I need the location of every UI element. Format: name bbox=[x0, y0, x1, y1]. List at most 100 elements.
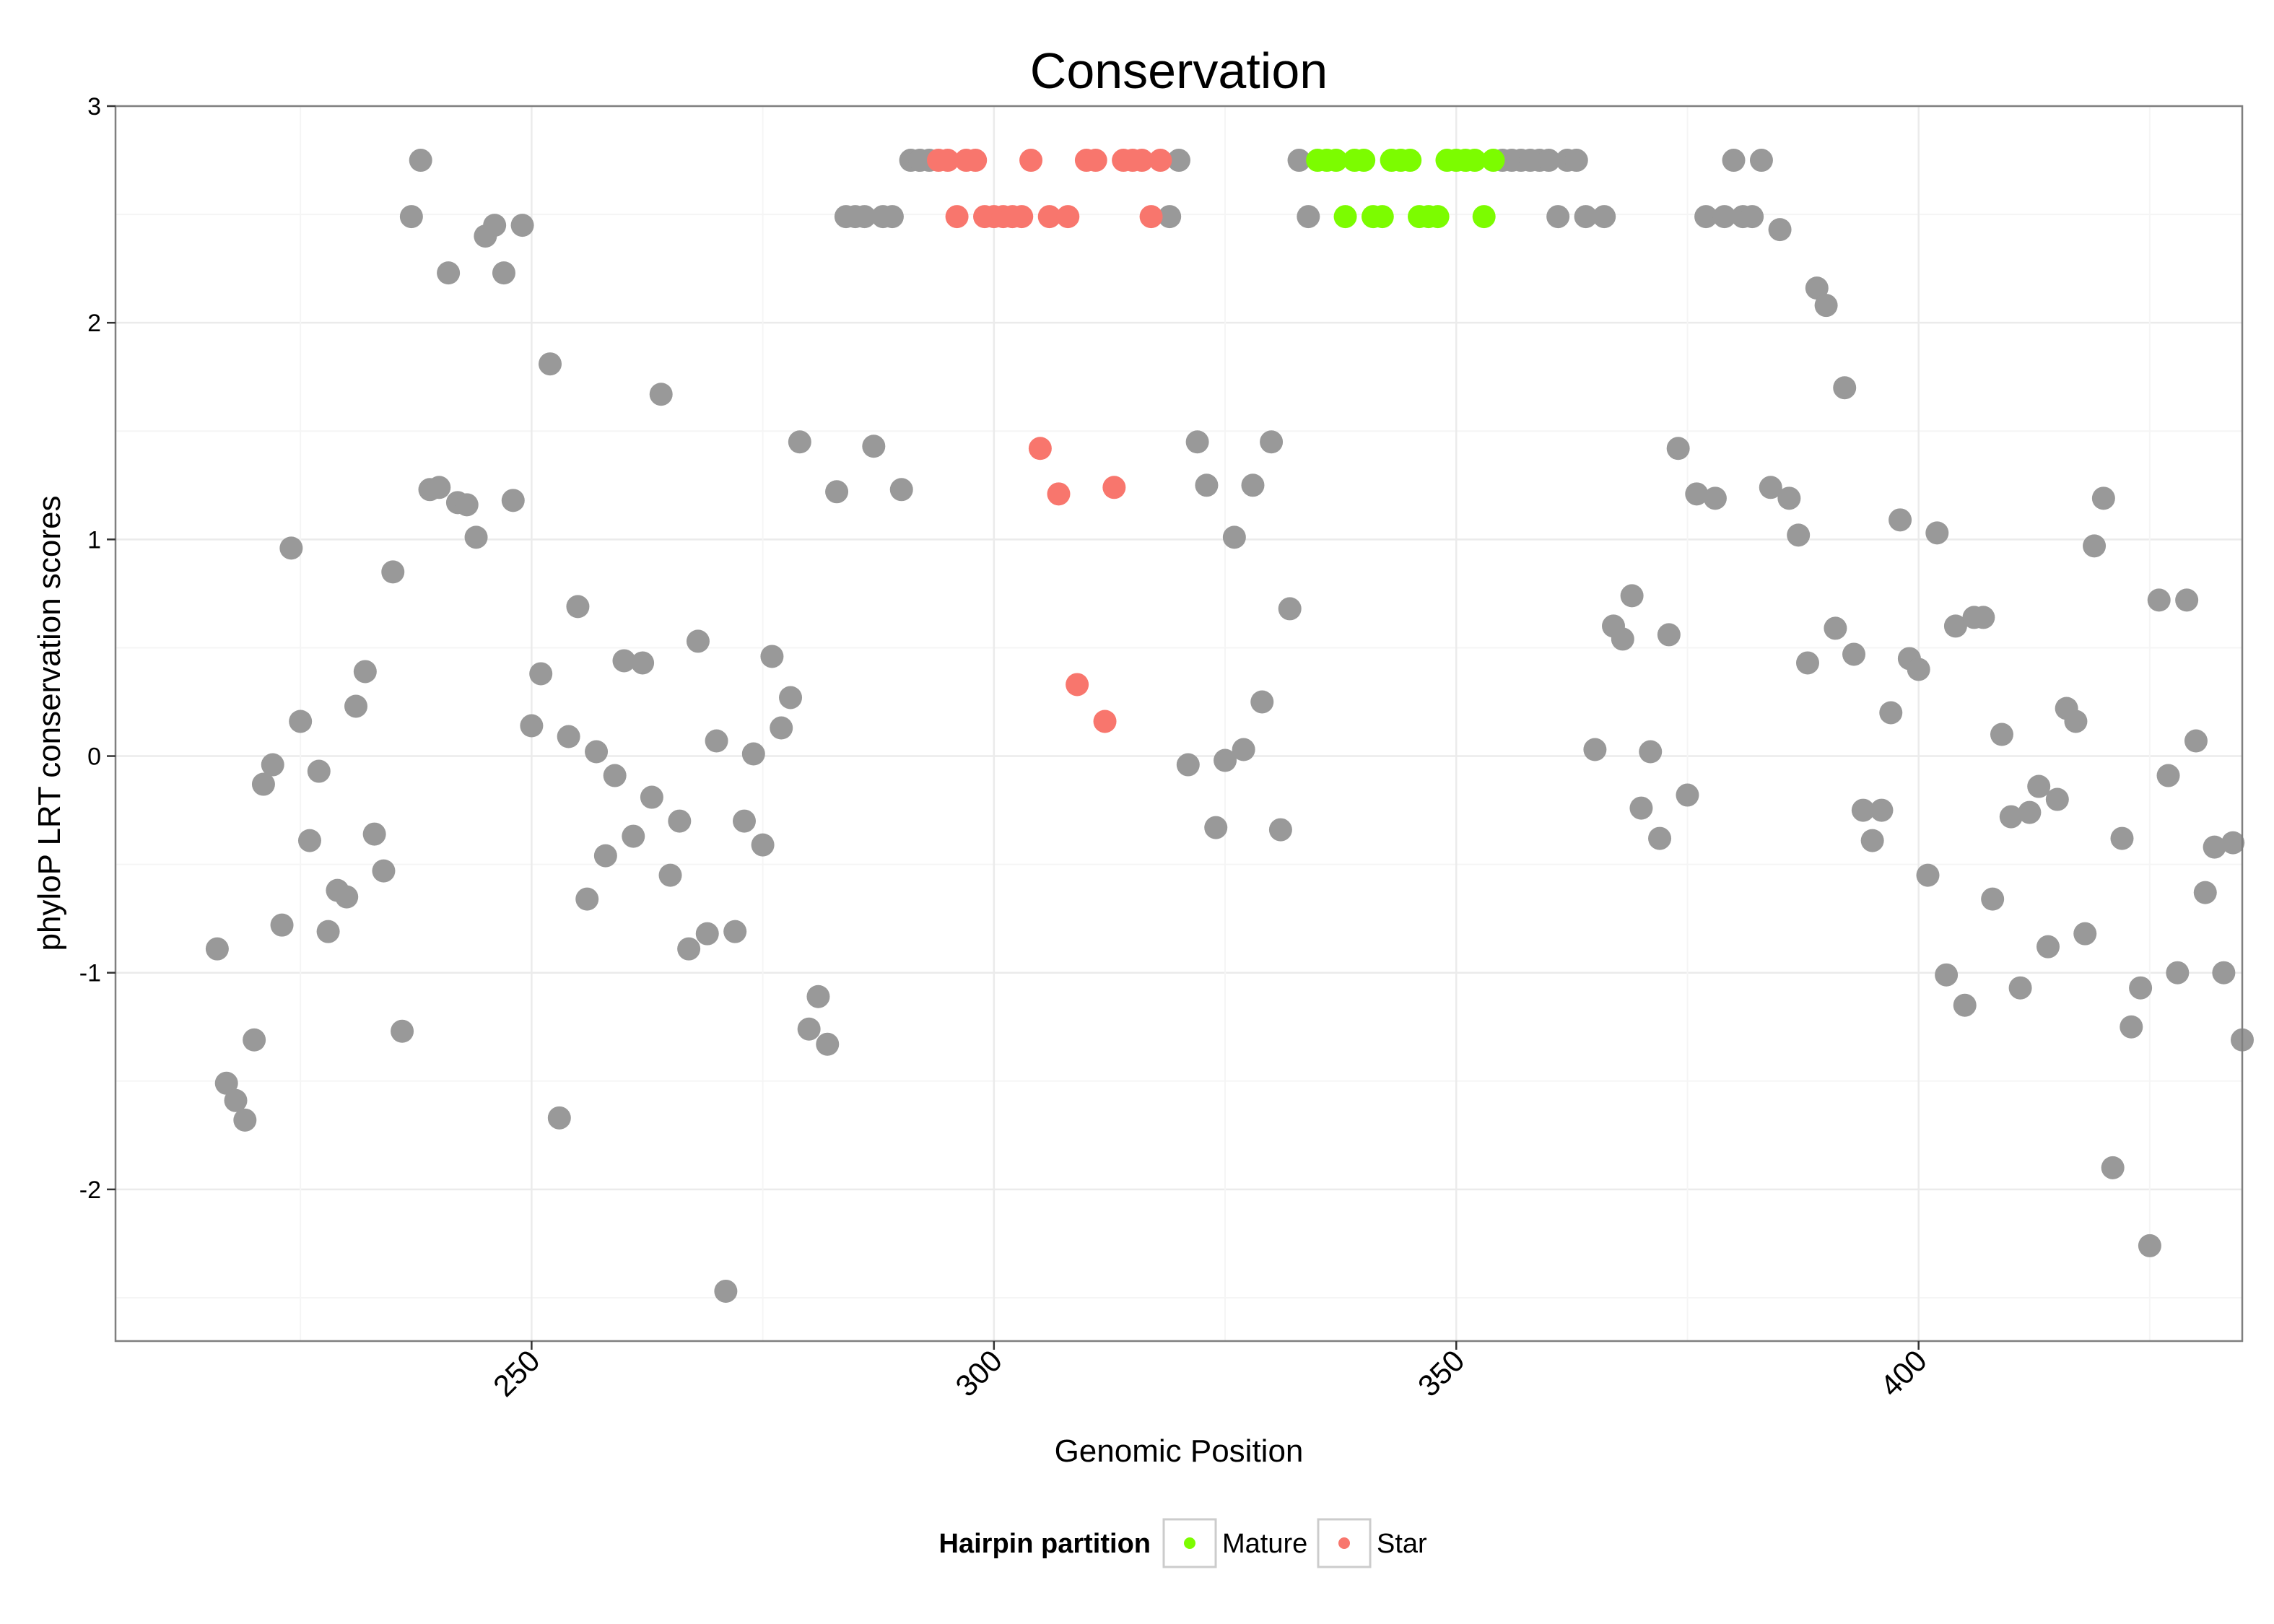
data-point-other bbox=[760, 645, 784, 668]
data-point-other bbox=[585, 740, 609, 764]
data-point-other bbox=[1907, 658, 1930, 681]
data-point-other bbox=[575, 887, 599, 911]
data-point-star bbox=[945, 205, 969, 229]
data-point-other bbox=[668, 809, 692, 833]
data-point-other bbox=[251, 772, 275, 796]
data-point-other bbox=[1712, 205, 1736, 229]
data-point-other bbox=[2064, 710, 2088, 733]
data-point-other bbox=[547, 1106, 571, 1130]
data-point-other bbox=[686, 629, 710, 653]
data-point-other bbox=[612, 649, 636, 673]
data-point-other bbox=[1214, 748, 1237, 772]
data-point-other bbox=[520, 714, 544, 738]
legend-key-mature bbox=[1162, 1518, 1217, 1568]
data-point-other bbox=[1232, 738, 1255, 761]
data-point-other bbox=[1546, 205, 1570, 229]
data-point-other bbox=[788, 430, 811, 454]
legend-entry-mature: Mature bbox=[1162, 1518, 1307, 1568]
data-point-star bbox=[1130, 149, 1154, 173]
data-point-other bbox=[677, 937, 701, 961]
data-point-other bbox=[1768, 218, 1792, 242]
legend-entry-star: Star bbox=[1317, 1518, 1427, 1568]
data-point-other bbox=[492, 261, 515, 285]
data-point-other bbox=[1824, 616, 1847, 640]
data-point-other bbox=[622, 824, 645, 848]
data-point-other bbox=[880, 205, 904, 229]
data-point-other bbox=[1204, 816, 1228, 839]
data-point-other bbox=[1741, 205, 1764, 229]
data-point-other bbox=[2138, 1234, 2161, 1257]
data-point-other bbox=[279, 536, 303, 560]
data-point-other bbox=[1935, 963, 1959, 987]
data-point-other bbox=[741, 742, 765, 766]
data-point-other bbox=[1185, 430, 1209, 454]
data-point-other bbox=[483, 214, 507, 237]
data-point-other bbox=[1297, 205, 1320, 229]
data-point-other bbox=[455, 493, 479, 517]
data-point-other bbox=[2203, 835, 2226, 859]
data-point-mature bbox=[1370, 205, 1394, 229]
y-tick-label: 0 bbox=[87, 743, 101, 771]
data-point-other bbox=[1268, 818, 1292, 842]
data-point-other bbox=[1593, 205, 1616, 229]
y-tick-label: 1 bbox=[87, 526, 101, 554]
data-point-other bbox=[1703, 486, 1727, 510]
data-point-star bbox=[1047, 482, 1071, 506]
data-point-other bbox=[889, 478, 913, 502]
data-point-other bbox=[233, 1108, 257, 1132]
data-point-other bbox=[714, 1279, 738, 1303]
data-point-other bbox=[2091, 486, 2115, 510]
data-point-other bbox=[243, 1028, 266, 1052]
data-point-other bbox=[1657, 623, 1681, 647]
data-point-other bbox=[566, 595, 590, 619]
data-point-other bbox=[1620, 584, 1644, 608]
data-point-other bbox=[770, 716, 793, 740]
data-point-other bbox=[1916, 863, 1940, 887]
plot-frame bbox=[114, 105, 2244, 1343]
data-point-other bbox=[1814, 294, 1838, 318]
data-point-other bbox=[1537, 149, 1561, 173]
data-point-other bbox=[658, 863, 682, 887]
data-point-other bbox=[372, 859, 396, 883]
legend-label-mature: Mature bbox=[1222, 1529, 1307, 1559]
data-point-other bbox=[1158, 205, 1182, 229]
data-point-other bbox=[2045, 787, 2069, 811]
data-point-other bbox=[1629, 796, 1653, 820]
data-point-other bbox=[1990, 722, 2013, 746]
data-point-other bbox=[391, 1019, 414, 1043]
data-point-other bbox=[593, 844, 617, 868]
legend-marker-mature bbox=[1184, 1537, 1195, 1549]
data-point-other bbox=[825, 480, 849, 504]
data-point-other bbox=[335, 885, 359, 909]
data-point-other bbox=[1860, 829, 1884, 852]
data-point-other bbox=[806, 985, 830, 1008]
data-point-other bbox=[2008, 976, 2032, 1000]
data-point-mature bbox=[1398, 149, 1422, 173]
data-point-other bbox=[1685, 482, 1709, 506]
data-point-other bbox=[649, 383, 673, 406]
data-point-other bbox=[1889, 508, 1912, 532]
data-point-other bbox=[307, 759, 331, 783]
data-point-star bbox=[1037, 205, 1061, 229]
data-point-other bbox=[289, 710, 313, 733]
data-point-star bbox=[1010, 205, 1034, 229]
data-point-other bbox=[1583, 738, 1607, 761]
data-point-mature bbox=[1426, 205, 1450, 229]
data-point-other bbox=[2221, 831, 2245, 855]
data-point-other bbox=[1564, 149, 1588, 173]
data-point-other bbox=[1278, 597, 1302, 621]
data-point-other bbox=[1999, 805, 2023, 829]
data-point-other bbox=[409, 149, 432, 173]
data-point-other bbox=[2193, 881, 2217, 904]
y-tick-label: -2 bbox=[79, 1176, 101, 1204]
data-point-other bbox=[2101, 1156, 2125, 1179]
data-point-other bbox=[1833, 376, 1857, 400]
legend-label-star: Star bbox=[1377, 1529, 1427, 1559]
data-point-other bbox=[1694, 205, 1718, 229]
data-point-mature bbox=[1352, 149, 1376, 173]
data-point-other bbox=[205, 937, 229, 961]
data-point-star bbox=[1093, 710, 1117, 733]
legend: Hairpin partition Mature Star bbox=[939, 1518, 1427, 1568]
data-point-other bbox=[1879, 701, 1903, 725]
